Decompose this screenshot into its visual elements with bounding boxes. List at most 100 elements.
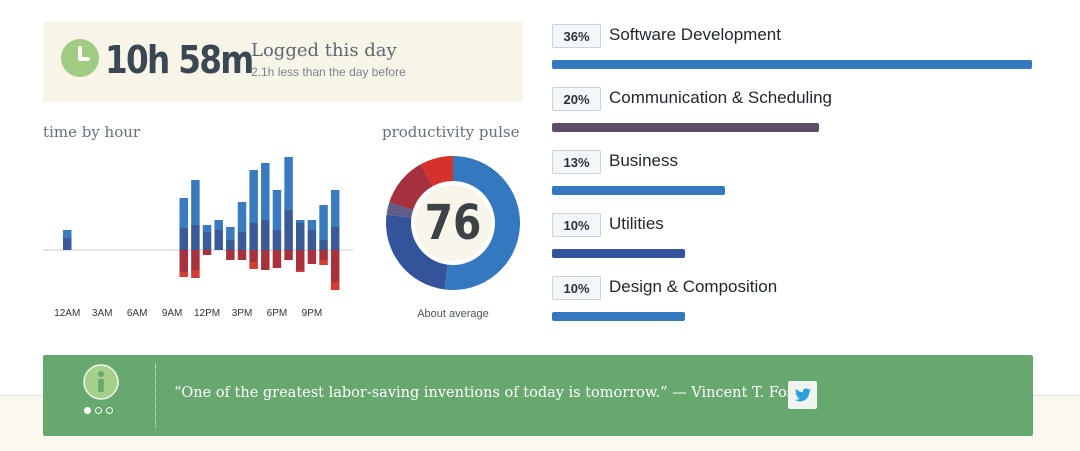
page-dot-1[interactable] <box>84 407 91 414</box>
hour-bar-negative-8PM[interactable] <box>296 250 305 270</box>
hour-bar-3PM[interactable] <box>237 202 247 232</box>
hour-bar-9PM[interactable] <box>307 230 317 250</box>
hour-bar-negative-4PM[interactable] <box>249 262 258 269</box>
category-row-communication-scheduling[interactable]: 20% Communication & Scheduling <box>552 87 1042 132</box>
category-row-software-development[interactable]: 36% Software Development <box>552 24 1042 69</box>
time-comparison: 2.1h less than the day before <box>251 65 406 79</box>
category-percent: 10% <box>552 276 601 300</box>
hour-bar-negative-6PM[interactable] <box>272 250 282 268</box>
hour-bar-2PM[interactable] <box>226 227 235 240</box>
pulse-center <box>415 185 491 261</box>
pulse-slice-1[interactable] <box>444 156 520 290</box>
hour-bar-1PM[interactable] <box>214 230 223 250</box>
hour-bar-4PM[interactable] <box>249 223 258 250</box>
hour-bar-12AM[interactable] <box>63 230 72 238</box>
hour-bar-9PM[interactable] <box>307 220 317 230</box>
pulse-slice-5[interactable] <box>420 156 453 187</box>
hour-bar-negative-11PM[interactable] <box>330 282 340 290</box>
category-bar <box>552 60 1032 69</box>
hour-bar-8PM[interactable] <box>296 223 305 250</box>
divider <box>155 363 156 428</box>
page-dot-3[interactable] <box>106 407 113 414</box>
hour-bar-negative-10PM[interactable] <box>319 250 328 260</box>
productivity-pulse-donut[interactable] <box>385 155 521 291</box>
hour-bar-12AM[interactable] <box>63 238 72 250</box>
category-percent: 36% <box>552 24 601 48</box>
hour-bar-1PM[interactable] <box>214 220 223 230</box>
category-bar <box>552 249 685 258</box>
hour-bar-negative-10AM[interactable] <box>179 272 189 277</box>
category-name[interactable]: Communication & Scheduling <box>609 88 833 107</box>
page-dot-2[interactable] <box>95 407 102 414</box>
hour-bar-negative-7PM[interactable] <box>284 250 293 260</box>
hour-bar-10AM[interactable] <box>179 228 189 250</box>
hour-bar-11AM[interactable] <box>191 180 200 225</box>
hour-bar-6PM[interactable] <box>272 190 282 230</box>
category-name[interactable]: Design & Composition <box>609 277 778 296</box>
hour-bar-11PM[interactable] <box>330 227 340 250</box>
hour-bar-3PM[interactable] <box>237 232 247 250</box>
hour-bar-5PM[interactable] <box>261 220 270 250</box>
hour-tick-label: 12PM <box>193 308 221 319</box>
pulse-score: 76 <box>424 195 482 251</box>
hour-bar-negative-11AM[interactable] <box>191 270 200 278</box>
hour-tick-label: 9PM <box>301 308 323 319</box>
hour-bar-7PM[interactable] <box>284 157 293 210</box>
hour-bar-negative-10PM[interactable] <box>319 260 328 265</box>
total-time: 10h 58m <box>105 38 254 82</box>
time-by-hour-chart[interactable]: 12AM 3AM 6AM 9AM 12PM 3PM 6PM 9PM <box>43 140 355 325</box>
hour-bar-negative-11PM[interactable] <box>330 250 340 282</box>
hour-bar-negative-5PM[interactable] <box>261 250 270 270</box>
hour-bar-11AM[interactable] <box>191 225 200 250</box>
category-name[interactable]: Utilities <box>609 214 664 233</box>
pulse-slice-4[interactable] <box>389 164 433 211</box>
pulse-slice-3[interactable] <box>386 202 414 218</box>
tweet-button[interactable] <box>788 381 817 409</box>
hour-chart-title: time by hour <box>43 123 141 141</box>
category-bar <box>552 123 819 132</box>
hour-bar-10AM[interactable] <box>179 198 189 228</box>
clock-icon <box>61 39 99 77</box>
category-row-business[interactable]: 13% Business <box>552 150 1042 195</box>
hour-bar-10PM[interactable] <box>319 240 328 250</box>
hour-tick-label: 3PM <box>231 308 253 319</box>
hour-bar-negative-12PM[interactable] <box>202 250 212 255</box>
pulse-caption: About average <box>417 308 489 320</box>
hour-bar-12PM[interactable] <box>202 232 212 250</box>
hour-chart-canvas <box>43 157 353 290</box>
hour-bar-negative-2PM[interactable] <box>226 250 235 260</box>
hour-bar-negative-10AM[interactable] <box>179 250 189 272</box>
category-name[interactable]: Business <box>609 151 678 170</box>
hour-tick-label: 6AM <box>126 308 148 319</box>
twitter-icon <box>794 388 811 402</box>
hour-bar-negative-8PM[interactable] <box>296 270 305 272</box>
category-row-utilities[interactable]: 10% Utilities <box>552 213 1042 258</box>
time-caption: Logged this day <box>251 40 397 61</box>
hour-bar-11PM[interactable] <box>330 190 340 227</box>
hour-bar-negative-11AM[interactable] <box>191 250 200 270</box>
quote-pagination <box>84 407 113 414</box>
quote-banner: “One of the greatest labor-saving invent… <box>43 355 1033 436</box>
hour-bar-5PM[interactable] <box>261 163 270 220</box>
pulse-title: productivity pulse <box>382 123 520 141</box>
hour-bar-12PM[interactable] <box>202 225 212 232</box>
category-bar <box>552 186 725 195</box>
hour-tick-label: 6PM <box>266 308 288 319</box>
hour-bar-negative-3PM[interactable] <box>237 250 247 260</box>
hour-bar-6PM[interactable] <box>272 230 282 250</box>
quote-text: “One of the greatest labor-saving invent… <box>174 385 802 401</box>
category-percent: 13% <box>552 150 601 174</box>
category-percent: 10% <box>552 213 601 237</box>
category-name[interactable]: Software Development <box>609 25 781 44</box>
hour-bar-2PM[interactable] <box>226 240 235 250</box>
info-icon <box>83 364 119 400</box>
logged-time-card: 10h 58m Logged this day 2.1h less than t… <box>43 22 523 102</box>
pulse-slice-2[interactable] <box>386 214 448 290</box>
hour-bar-negative-4PM[interactable] <box>249 250 258 262</box>
hour-bar-negative-9PM[interactable] <box>307 250 317 264</box>
hour-bar-7PM[interactable] <box>284 210 293 250</box>
hour-bar-4PM[interactable] <box>249 170 258 223</box>
category-row-design-composition[interactable]: 10% Design & Composition <box>552 276 1042 321</box>
hour-bar-8PM[interactable] <box>296 220 305 223</box>
hour-bar-10PM[interactable] <box>319 205 328 240</box>
